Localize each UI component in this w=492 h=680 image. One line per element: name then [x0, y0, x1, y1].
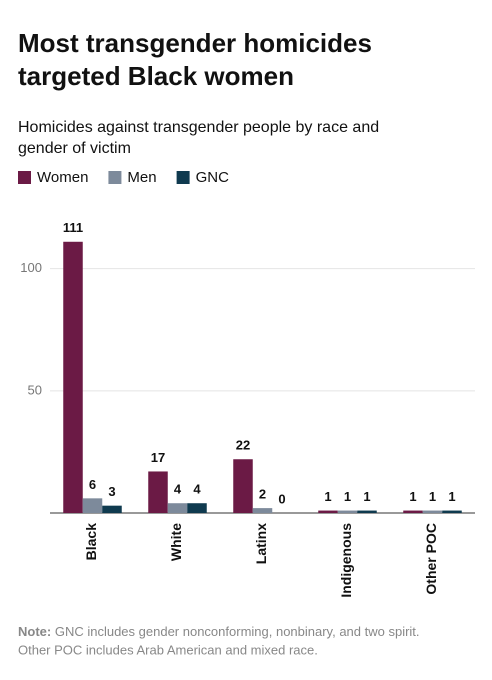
legend-label: GNC — [196, 169, 230, 186]
value-label: 4 — [174, 482, 182, 497]
legend-swatch — [176, 171, 190, 184]
legend-swatch — [108, 171, 122, 184]
x-tick-label: Indigenous — [338, 523, 354, 598]
note: Note: GNC includes gender nonconforming,… — [18, 624, 420, 639]
value-label: 1 — [429, 489, 436, 504]
legend-swatch — [18, 171, 31, 184]
value-label: 22 — [236, 438, 250, 453]
chart-subtitle: gender of victim — [18, 140, 131, 157]
legend-label: Men — [127, 169, 156, 186]
legend-label: Women — [37, 169, 88, 186]
x-tick-label: Black — [83, 523, 99, 561]
bar — [252, 508, 273, 513]
note-text: GNC includes gender nonconforming, nonbi… — [55, 624, 420, 639]
value-label: 2 — [259, 487, 266, 502]
value-label: 1 — [324, 489, 331, 504]
bar — [63, 241, 83, 513]
bar — [422, 510, 443, 513]
bar — [233, 459, 253, 513]
y-tick-label: 50 — [28, 382, 42, 397]
value-label: 1 — [409, 489, 416, 504]
note-label: Note: — [18, 624, 51, 639]
chart-title: Most transgender homicides — [18, 28, 372, 58]
bar — [187, 503, 207, 513]
chart-title: targeted Black women — [18, 61, 294, 91]
value-label: 17 — [151, 450, 165, 465]
value-label: 0 — [278, 491, 285, 506]
bar — [148, 471, 168, 513]
bar — [318, 510, 338, 513]
value-label: 1 — [344, 489, 351, 504]
bar — [82, 498, 103, 513]
value-label: 3 — [108, 484, 115, 499]
value-label: 111 — [63, 220, 83, 235]
bar — [357, 510, 377, 513]
bar — [167, 503, 188, 513]
x-tick-label: Latinx — [253, 523, 269, 564]
chart-subtitle: Homicides against transgender people by … — [18, 119, 379, 136]
bar — [442, 510, 462, 513]
bar — [337, 510, 358, 513]
bar — [403, 510, 423, 513]
value-label: 1 — [448, 489, 455, 504]
note-text: Other POC includes Arab American and mix… — [18, 642, 318, 657]
x-tick-label: White — [168, 523, 184, 561]
value-label: 1 — [363, 489, 370, 504]
value-label: 4 — [193, 482, 201, 497]
bar — [102, 505, 122, 513]
y-tick-label: 100 — [20, 260, 42, 275]
x-tick-label: Other POC — [423, 523, 439, 595]
value-label: 6 — [89, 477, 96, 492]
